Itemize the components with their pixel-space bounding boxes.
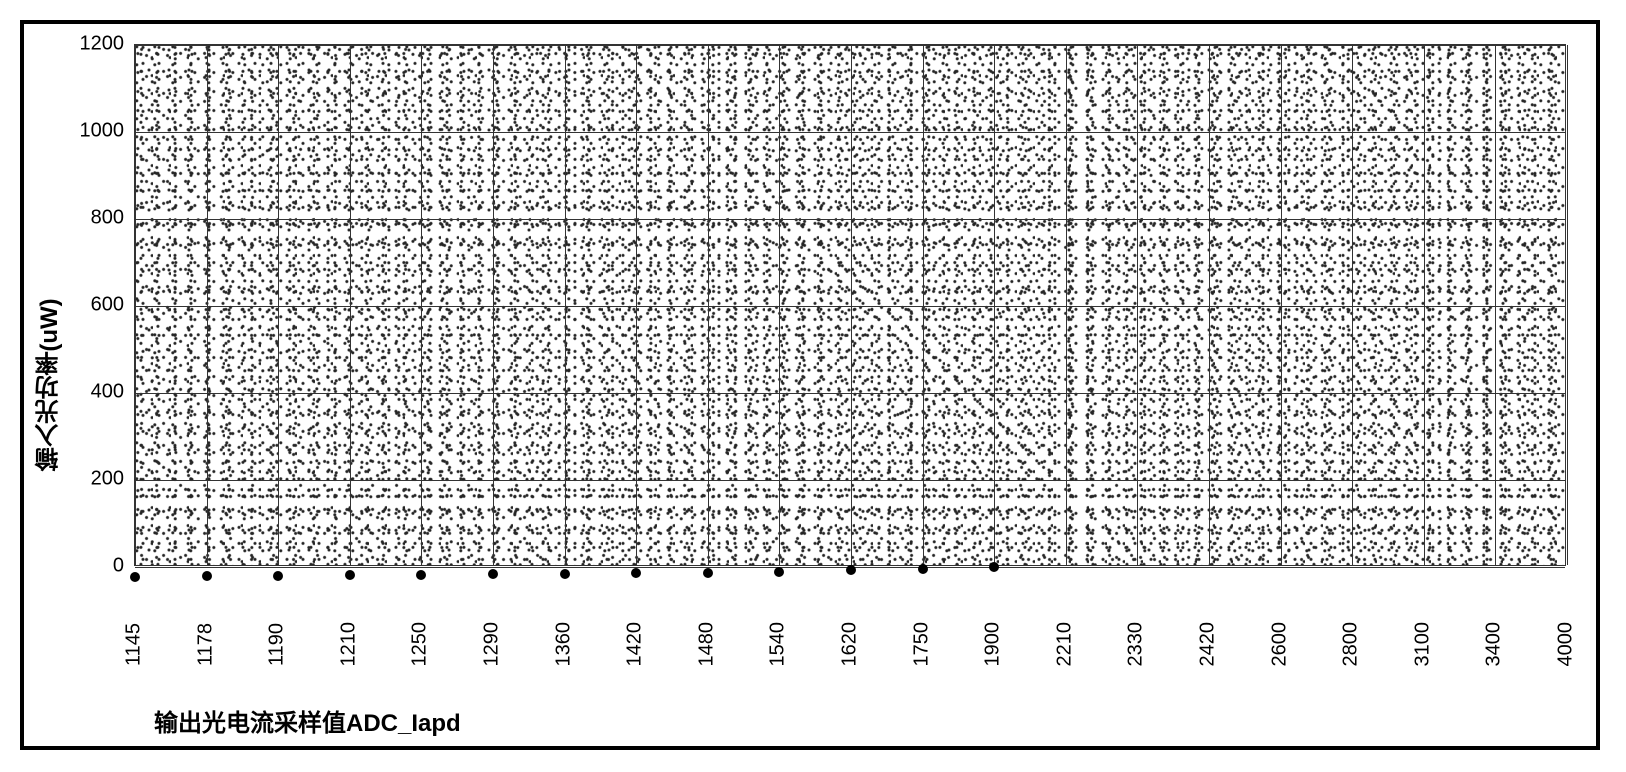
x-tick-label: 4000	[1555, 622, 1578, 667]
x-tick-label: 1290	[481, 622, 504, 667]
grid-line-vertical	[923, 45, 924, 565]
grid-line-vertical	[350, 45, 351, 565]
data-point	[345, 570, 355, 580]
data-point	[703, 568, 713, 578]
grid-line-vertical	[1567, 45, 1568, 565]
data-point	[416, 570, 426, 580]
x-tick-label: 1190	[266, 623, 289, 666]
x-tick-label: 2330	[1125, 622, 1148, 667]
x-tick-label: 1210	[337, 622, 360, 667]
x-tick-label: 2600	[1268, 622, 1291, 667]
y-tick-label: 600	[74, 294, 124, 317]
x-tick-label: 1250	[409, 622, 432, 667]
grid-line-vertical	[994, 45, 995, 565]
chart-container: 输入光功率(uW) 输出光电流采样值ADC_Iapd 0 200 400 600 800…	[20, 20, 1600, 750]
data-point	[202, 571, 212, 581]
y-tick-label: 1000	[74, 120, 124, 143]
x-tick-label: 1480	[695, 622, 718, 667]
grid-line-vertical	[207, 45, 208, 565]
grid-line-vertical	[636, 45, 637, 565]
y-axis-label: 输入光功率(uW)	[32, 298, 67, 471]
grid-line-vertical	[1424, 45, 1425, 565]
grid-line-vertical	[708, 45, 709, 565]
x-tick-label: 2420	[1197, 622, 1220, 667]
x-tick-label: 3400	[1483, 622, 1506, 667]
y-tick-label: 1200	[74, 33, 124, 56]
data-point	[846, 565, 856, 575]
x-tick-label: 1540	[767, 622, 790, 667]
data-point	[989, 562, 999, 572]
grid-line-vertical	[135, 45, 136, 565]
grid-line-vertical	[1495, 45, 1496, 565]
x-tick-label: 1900	[982, 622, 1005, 667]
grid-line-vertical	[851, 45, 852, 565]
x-tick-label: 1750	[910, 622, 933, 667]
data-point	[774, 567, 784, 577]
y-tick-label: 200	[74, 468, 124, 491]
x-axis-label: 输出光电流采样值ADC_Iapd	[154, 703, 461, 738]
x-tick-label: 1145	[123, 623, 146, 666]
y-tick-label: 400	[74, 381, 124, 404]
x-tick-label: 1360	[552, 622, 575, 667]
data-point	[130, 572, 140, 582]
grid-line-vertical	[565, 45, 566, 565]
grid-line-vertical	[421, 45, 422, 565]
x-tick-label: 2210	[1053, 622, 1076, 667]
grid-line-vertical	[1209, 45, 1210, 565]
data-point	[631, 568, 641, 578]
grid-line-vertical	[1352, 45, 1353, 565]
grid-line-vertical	[278, 45, 279, 565]
grid-line-vertical	[1281, 45, 1282, 565]
x-tick-label: 1178	[194, 623, 217, 666]
x-tick-label: 2800	[1340, 622, 1363, 667]
x-tick-label: 3100	[1411, 622, 1434, 667]
data-point	[560, 569, 570, 579]
grid-line-vertical	[779, 45, 780, 565]
data-point	[918, 564, 928, 574]
x-tick-label: 1420	[624, 622, 647, 667]
grid-line-vertical	[1066, 45, 1067, 565]
grid-line-vertical	[493, 45, 494, 565]
grid-line-vertical	[1137, 45, 1138, 565]
y-tick-label: 800	[74, 207, 124, 230]
y-tick-label: 0	[74, 555, 124, 578]
x-tick-label: 1620	[839, 622, 862, 667]
data-point	[273, 571, 283, 581]
data-point	[488, 569, 498, 579]
plot-area	[134, 44, 1566, 566]
